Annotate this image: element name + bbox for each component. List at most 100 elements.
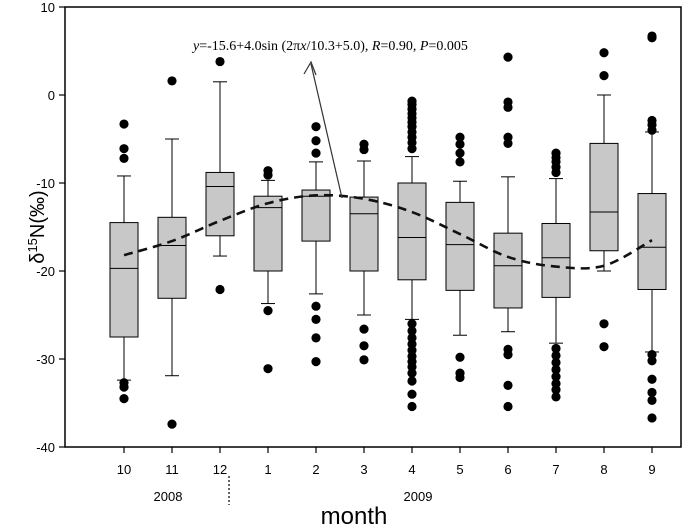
box-iqr [301, 189, 331, 242]
outlier-point [359, 355, 369, 365]
eq-r: R [371, 39, 381, 54]
year-label-2008: 2008 [154, 489, 183, 504]
y-axis: 10 0 -10 -20 -30 -40 [36, 0, 65, 455]
x-tick-label: 1 [264, 462, 271, 477]
outlier-point [503, 52, 513, 62]
eq-p2: /10.3+5.0), [306, 39, 371, 54]
outlier-point [551, 364, 561, 375]
outlier-point [311, 301, 321, 311]
outlier-point [311, 136, 321, 146]
outlier-point [407, 389, 417, 399]
outlier-point [599, 342, 609, 352]
outlier-point [503, 138, 513, 148]
outlier-point [407, 368, 417, 378]
outlier-point [551, 372, 561, 382]
box-iqr [589, 142, 619, 252]
outlier-point [119, 394, 129, 404]
outlier-point [119, 153, 129, 163]
outlier-point [119, 119, 129, 129]
outlier-point [503, 102, 513, 112]
outlier-point [551, 392, 561, 402]
outlier-point [647, 395, 657, 405]
annotation-arrow [310, 63, 343, 199]
eq-x: x [299, 39, 307, 54]
box-10 [109, 175, 139, 381]
y-tick-label: -10 [36, 176, 55, 191]
y-tick-label: 0 [48, 88, 55, 103]
box-1 [253, 179, 283, 305]
outlier-point [311, 357, 321, 367]
outlier-point [647, 374, 657, 384]
box-8 [589, 94, 619, 272]
outlier-point [167, 76, 177, 86]
box-iqr [541, 222, 571, 298]
outlier-point [119, 144, 129, 154]
outlier-point [119, 382, 129, 392]
outlier-point [263, 364, 273, 374]
outlier-point [263, 306, 273, 316]
box-11 [157, 138, 187, 377]
y-axis-label: δ15N(‰) [25, 190, 50, 263]
box-iqr [253, 195, 283, 272]
x-tick-label: 3 [360, 462, 367, 477]
eq-y: y [191, 39, 200, 54]
x-tick-label: 12 [213, 462, 227, 477]
outlier-point [311, 314, 321, 324]
outlier-point [599, 319, 609, 329]
outlier-point [647, 413, 657, 423]
eq-p4: =0.005 [428, 39, 467, 54]
boxes-group [109, 81, 667, 381]
outlier-point [551, 343, 561, 354]
outlier-point [263, 170, 273, 180]
outlier-point [311, 148, 321, 158]
outlier-point [455, 372, 465, 383]
box-iqr [445, 201, 475, 291]
outlier-point [455, 139, 465, 149]
x-tick-label: 2 [312, 462, 319, 477]
outlier-point [407, 401, 417, 412]
x-tick-label: 11 [165, 462, 179, 477]
outlier-point [407, 326, 417, 336]
outlier-point [215, 56, 225, 67]
box-3 [349, 160, 379, 316]
box-2 [301, 161, 331, 295]
outlier-point [647, 33, 657, 43]
outlier-point [647, 356, 657, 366]
outlier-point [551, 385, 561, 395]
outlier-point [359, 144, 369, 155]
box-iqr [493, 232, 523, 309]
outlier-point [359, 324, 369, 334]
box-6 [493, 176, 523, 333]
annotation-arrowhead [303, 60, 317, 76]
x-axis-label: month [321, 503, 388, 528]
outlier-point [455, 157, 465, 167]
x-tick-label: 5 [456, 462, 463, 477]
outlier-point [551, 350, 561, 361]
outlier-point [215, 284, 225, 295]
outlier-point [551, 357, 561, 368]
year-label-2009: 2009 [404, 489, 433, 504]
eq-p1: =-15.6+4.0sin (2π [199, 39, 300, 54]
outlier-point [407, 376, 417, 386]
outlier-point [167, 419, 177, 429]
eq-p3: =0.90, [380, 39, 419, 54]
fit-curve-line [123, 193, 653, 270]
x-tick-label: 10 [117, 462, 131, 477]
outlier-point [311, 122, 321, 132]
outlier-point [455, 148, 465, 158]
outlier-point [455, 352, 465, 362]
x-tick-label: 6 [504, 462, 511, 477]
outlier-point [407, 319, 417, 329]
outlier-point [359, 341, 369, 351]
outlier-point [647, 387, 657, 398]
outlier-point [599, 48, 609, 58]
y-tick-label: -30 [36, 352, 55, 367]
outlier-point [503, 401, 513, 412]
box-4 [397, 156, 427, 320]
outlier-point [311, 333, 321, 343]
outlier-point [647, 125, 657, 135]
outlier-point [503, 350, 513, 360]
equation-text: y=-15.6+4.0sin (2πx/10.3+5.0), R=0.90, P… [191, 39, 468, 54]
outlier-point [407, 144, 417, 154]
